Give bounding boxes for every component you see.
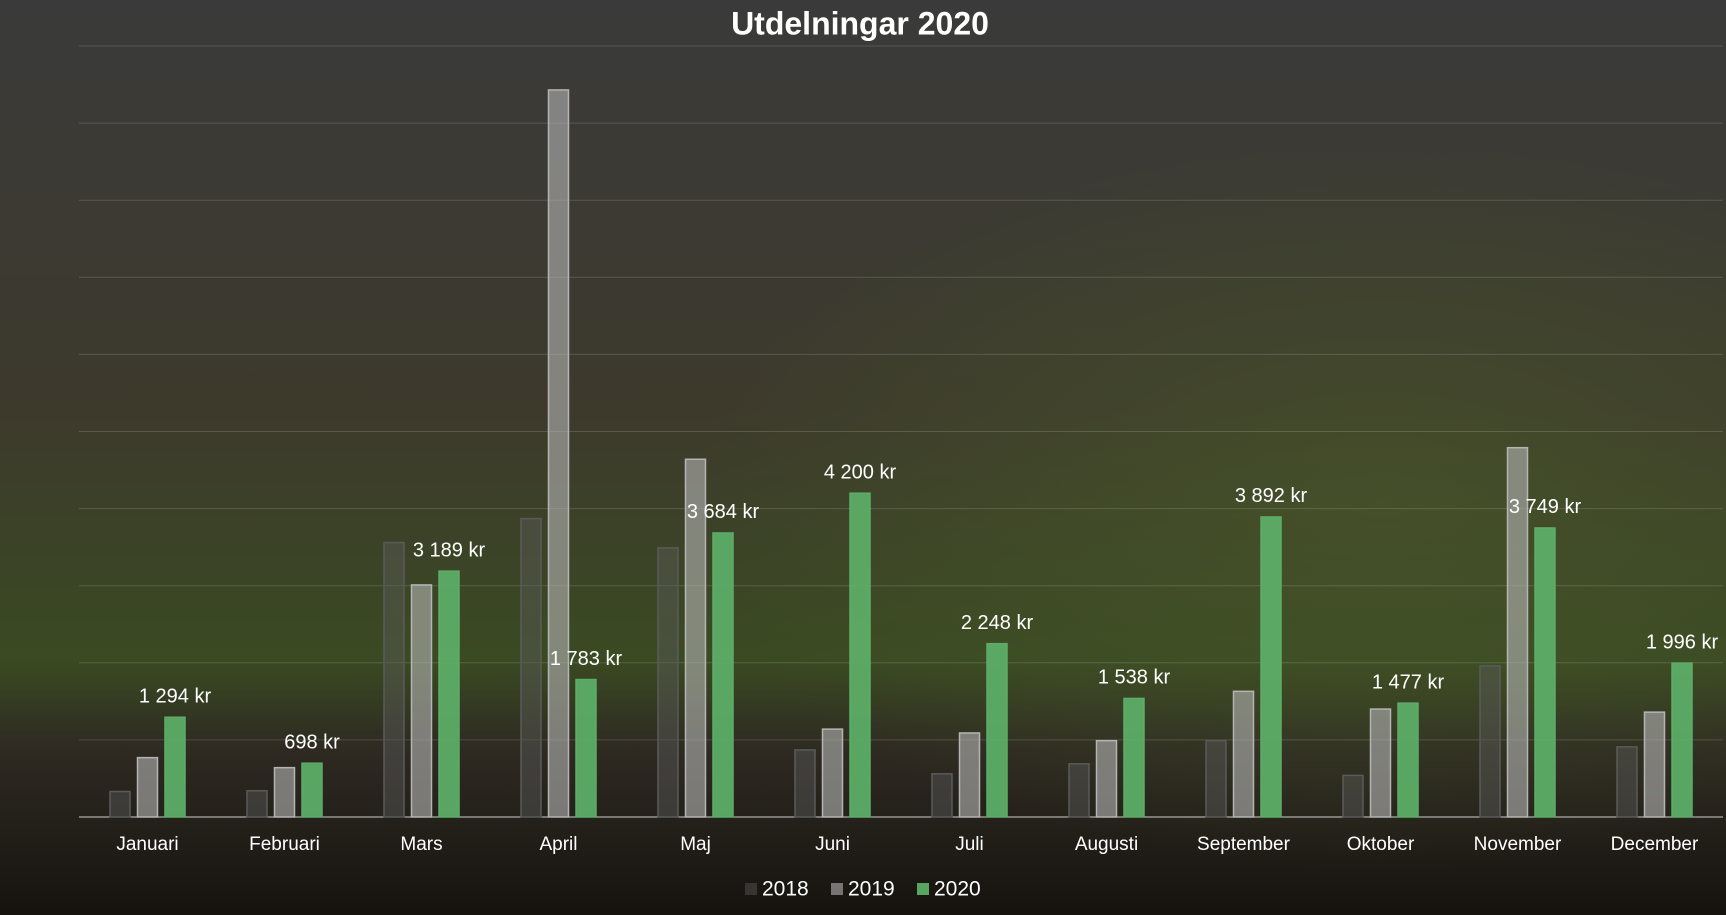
data-label: 3 749 kr [1509,496,1582,518]
legend-swatch [831,883,843,895]
legend-label: 2018 [762,878,809,901]
bar [547,89,570,818]
bar [1506,446,1529,818]
bar [1232,690,1255,818]
x-tick-label: Oktober [1347,834,1415,855]
bar [794,749,816,818]
x-tick-label: Augusti [1075,834,1138,855]
bar [1369,708,1392,818]
x-tick-label: April [539,834,577,855]
x-tick-label: Januari [116,834,178,855]
bar [1671,662,1693,818]
bar [657,547,679,818]
bar [684,458,707,818]
data-label: 2 248 kr [961,612,1034,634]
data-label: 3 189 kr [413,539,486,561]
bar [958,732,981,818]
bar [1095,739,1118,818]
bar [986,642,1008,818]
legend-label: 2020 [934,878,981,901]
data-label: 1 477 kr [1372,671,1445,693]
bar [931,773,953,818]
x-tick-label: November [1474,834,1562,855]
bar [1205,739,1227,818]
legend-swatch [917,883,929,895]
x-tick-label: Februari [249,834,320,855]
bar [109,790,131,818]
bar [1479,665,1501,818]
data-label: 4 200 kr [824,461,897,483]
x-tick-label: Juli [955,834,984,855]
legend-swatch [745,883,757,895]
bar [1342,774,1364,818]
bar [383,541,405,818]
bar [712,532,734,818]
bar [164,716,186,818]
bar [575,678,597,818]
legend-label: 2019 [848,878,895,901]
bar [821,728,844,818]
data-label: 1 538 kr [1098,667,1171,689]
bar [410,584,433,818]
x-tick-label: Mars [400,834,442,855]
bar [1397,702,1419,818]
data-label: 698 kr [284,731,340,753]
bar [1616,746,1638,818]
bar [1260,516,1282,818]
bar [849,492,871,818]
data-label: 3 684 kr [687,501,760,523]
bar [438,570,460,818]
bar [136,756,159,818]
bar [520,517,542,818]
bar [273,766,296,818]
bar [1123,697,1145,818]
data-label: 1 294 kr [139,686,212,708]
x-tick-label: Maj [680,834,711,855]
data-label: 1 996 kr [1646,631,1719,653]
bar [1643,711,1666,818]
bar [301,762,323,818]
x-tick-label: December [1611,834,1699,855]
x-tick-label: Juni [815,834,850,855]
data-label: 3 892 kr [1235,485,1308,507]
bar [246,790,268,818]
bar [1068,763,1090,818]
bar [1534,527,1556,818]
x-tick-label: September [1197,834,1291,855]
data-label: 1 783 kr [550,648,623,670]
chart-title: Utdelningar 2020 [731,5,989,41]
